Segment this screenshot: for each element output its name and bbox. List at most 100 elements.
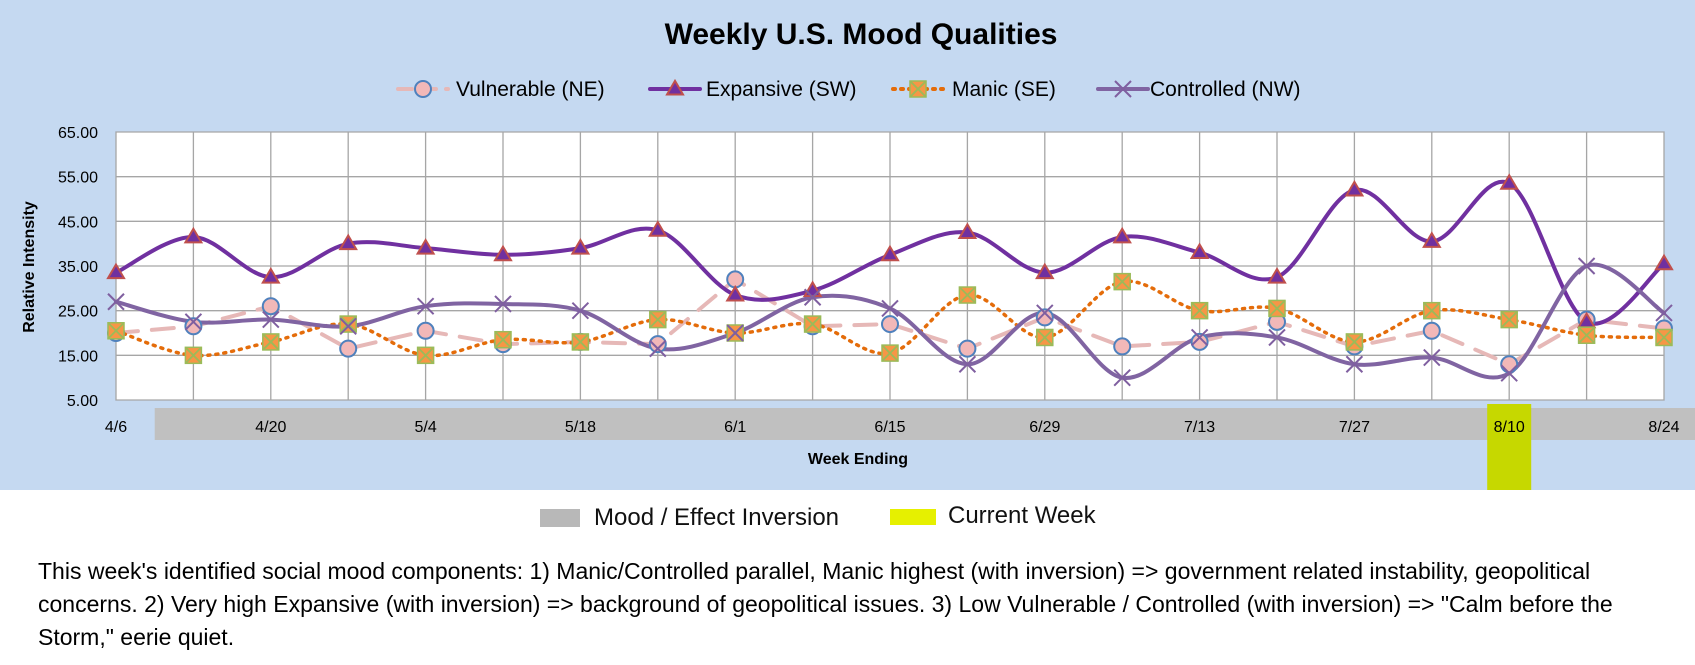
series-markers (106, 173, 1674, 387)
x-tick-label: 8/10 (1494, 419, 1525, 436)
inversion-swatch (540, 509, 580, 527)
data-point-x (107, 293, 125, 311)
current-week-highlight (1487, 404, 1532, 490)
legend: Vulnerable (NE) Expansive (SW) Manic (SE) C… (396, 78, 1301, 101)
data-point-square (909, 80, 927, 98)
y-tick-label: 65.00 (58, 125, 98, 142)
y-tick-label: 25.00 (58, 304, 98, 321)
data-point-x (1500, 364, 1518, 382)
data-point-triangle (1112, 226, 1132, 244)
legend-label: Controlled (NW) (1150, 78, 1301, 101)
data-point-x (881, 299, 899, 318)
data-point-x (184, 313, 203, 331)
data-point-x (1423, 348, 1441, 367)
data-point-square (184, 346, 203, 365)
data-point-square (958, 286, 977, 304)
data-point-triangle (880, 244, 900, 262)
x-tick-label: 5/4 (414, 419, 436, 436)
data-point-triangle (1499, 173, 1519, 190)
data-point-square (1113, 272, 1131, 291)
data-point-x (1190, 328, 1209, 347)
y-tick-label: 5.00 (67, 393, 98, 410)
legend-label: Expansive (SW) (706, 78, 857, 101)
data-point-triangle (183, 226, 204, 244)
data-point-triangle (957, 222, 978, 239)
x-tick-label: 4/20 (255, 419, 286, 436)
data-point-circle (414, 80, 432, 98)
current-week-key-label: Current Week (948, 502, 1096, 529)
data-point-square (339, 315, 357, 333)
x-tick-label: 5/18 (565, 419, 596, 436)
data-point-circle (648, 335, 667, 354)
legend-label: Vulnerable (NE) (456, 78, 605, 101)
data-point-circle (416, 321, 435, 340)
data-point-x (1114, 80, 1132, 98)
x-tick-label: 7/13 (1184, 419, 1215, 436)
y-tick-label: 45.00 (58, 214, 98, 231)
x-tick-label: 7/27 (1339, 419, 1370, 436)
data-point-square (1423, 301, 1441, 320)
data-point-circle (1113, 337, 1132, 356)
data-point-circle (1190, 332, 1209, 351)
data-point-square (571, 333, 590, 351)
data-point-x (339, 317, 357, 336)
data-point-triangle (261, 267, 281, 284)
x-tick-labels: 4/6 4/20 5/4 5/18 6/1 6/15 6/29 7/13 7/27 8/10 8/2… (105, 419, 1680, 436)
data-point-circle (261, 297, 280, 316)
y-tick-label: 15.00 (58, 348, 98, 365)
data-point-square (262, 333, 280, 351)
data-point-triangle (106, 262, 126, 280)
data-point-triangle (725, 284, 745, 302)
data-point-circle (184, 317, 203, 336)
inversion-band (154, 408, 1695, 440)
x-tick-label: 8/24 (1648, 419, 1679, 436)
data-point-circle (1500, 355, 1519, 374)
data-point-circle (881, 315, 899, 334)
chart: 5.00 15.00 25.00 35.00 45.00 55.00 65.00 4/6 4/… (0, 0, 1695, 490)
data-point-square (803, 315, 822, 333)
data-point-triangle (1654, 253, 1674, 271)
legend-label: Manic (SE) (952, 78, 1056, 101)
data-point-square (1268, 299, 1286, 318)
data-point-x (262, 310, 280, 329)
data-point-triangle (1267, 267, 1287, 284)
data-point-circle (339, 339, 358, 358)
data-point-x (958, 355, 977, 373)
data-point-triangle (1189, 242, 1210, 260)
data-point-x (803, 288, 822, 306)
x-tick-label: 6/29 (1029, 419, 1060, 436)
data-point-x (494, 295, 512, 313)
y-tick-label: 55.00 (58, 170, 98, 187)
data-point-triangle (415, 238, 436, 255)
data-point-x (1268, 328, 1286, 347)
data-point-circle (1422, 321, 1441, 340)
data-point-x (1577, 257, 1596, 275)
data-point-square (1577, 326, 1596, 344)
y-axis-title: Relative Intensity (21, 201, 38, 333)
data-point-triangle (1344, 179, 1365, 197)
data-point-x (416, 297, 435, 315)
data-point-x (1345, 355, 1364, 373)
data-point-triangle (665, 78, 685, 96)
data-point-square (1036, 328, 1054, 347)
x-axis-title: Week Ending (808, 451, 908, 468)
y-tick-label: 35.00 (58, 259, 98, 276)
x-tick-label: 4/6 (105, 419, 127, 436)
data-point-x (726, 324, 744, 342)
data-point-square (416, 346, 435, 365)
x-tick-label: 6/15 (874, 419, 905, 436)
data-point-square (1500, 310, 1518, 329)
data-point-triangle (1422, 231, 1442, 248)
data-point-square (494, 330, 512, 349)
data-point-square (1345, 333, 1364, 351)
data-point-triangle (338, 233, 358, 251)
analysis-note: This week's identified social mood compo… (38, 558, 1613, 650)
data-point-circle (958, 339, 977, 358)
data-point-square (107, 322, 125, 340)
data-point-square (649, 310, 667, 329)
data-point-circle (1035, 308, 1054, 327)
data-point-x (1036, 304, 1054, 322)
color-key: Mood / Effect Inversion Current Week (540, 500, 1130, 542)
y-tick-labels: 5.00 15.00 25.00 35.00 45.00 55.00 65.00 (58, 125, 98, 410)
data-point-x (1655, 304, 1673, 322)
